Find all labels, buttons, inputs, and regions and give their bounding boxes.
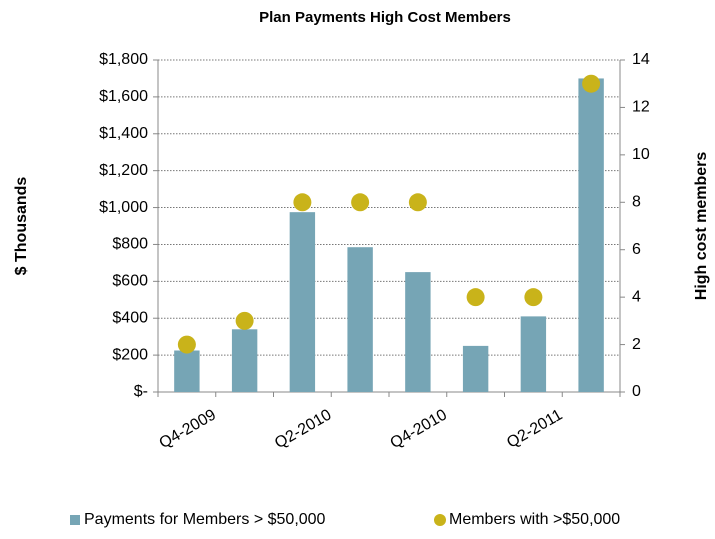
y2-tick-label: 4 <box>632 288 641 305</box>
dot <box>466 288 485 307</box>
dot <box>177 335 196 354</box>
y-axis-label: $ Thousands <box>13 177 30 276</box>
y2-axis-label: High cost members <box>693 152 710 301</box>
y2-tick-label: 6 <box>632 241 641 258</box>
x-tick-label: Q2-2010 <box>272 406 335 452</box>
bar <box>405 272 431 392</box>
bar <box>578 78 604 392</box>
y2-tick-label: 8 <box>632 194 641 211</box>
y2-tick-label: 12 <box>632 99 650 116</box>
y-tick-label: $- <box>134 383 148 400</box>
y-tick-label: $800 <box>112 236 148 253</box>
legend-label: Members with >$50,000 <box>449 511 620 528</box>
y-tick-label: $1,600 <box>99 88 148 105</box>
bar <box>231 329 258 392</box>
legend-swatch <box>70 515 80 525</box>
y-tick-label: $200 <box>112 346 148 363</box>
bar <box>520 316 547 392</box>
dot <box>293 193 312 212</box>
y-tick-label: $1,200 <box>99 162 148 179</box>
dot <box>235 311 254 330</box>
y-tick-label: $1,800 <box>99 51 148 68</box>
y2-tick-label: 10 <box>632 146 650 163</box>
bar <box>289 212 316 392</box>
x-tick-label: Q2-2011 <box>504 406 565 451</box>
chart-title: Plan Payments High Cost Members <box>259 9 511 26</box>
y-tick-label: $600 <box>112 273 148 290</box>
x-tick-label: Q4-2010 <box>388 406 451 452</box>
dot <box>408 193 427 212</box>
legend-swatch <box>434 514 446 526</box>
y-tick-label: $1,000 <box>99 199 148 216</box>
dot <box>351 193 370 212</box>
y2-tick-label: 0 <box>632 383 641 400</box>
legend-label: Payments for Members > $50,000 <box>84 511 326 528</box>
bar <box>462 345 489 392</box>
x-tick-label: Q4-2009 <box>157 406 220 452</box>
dot <box>582 74 601 93</box>
bar <box>174 350 200 392</box>
y2-tick-label: 2 <box>632 336 641 353</box>
dot <box>524 288 543 307</box>
y2-tick-label: 14 <box>632 51 650 68</box>
y-tick-label: $400 <box>112 309 148 326</box>
y-tick-label: $1,400 <box>99 125 148 142</box>
bar <box>347 247 373 392</box>
